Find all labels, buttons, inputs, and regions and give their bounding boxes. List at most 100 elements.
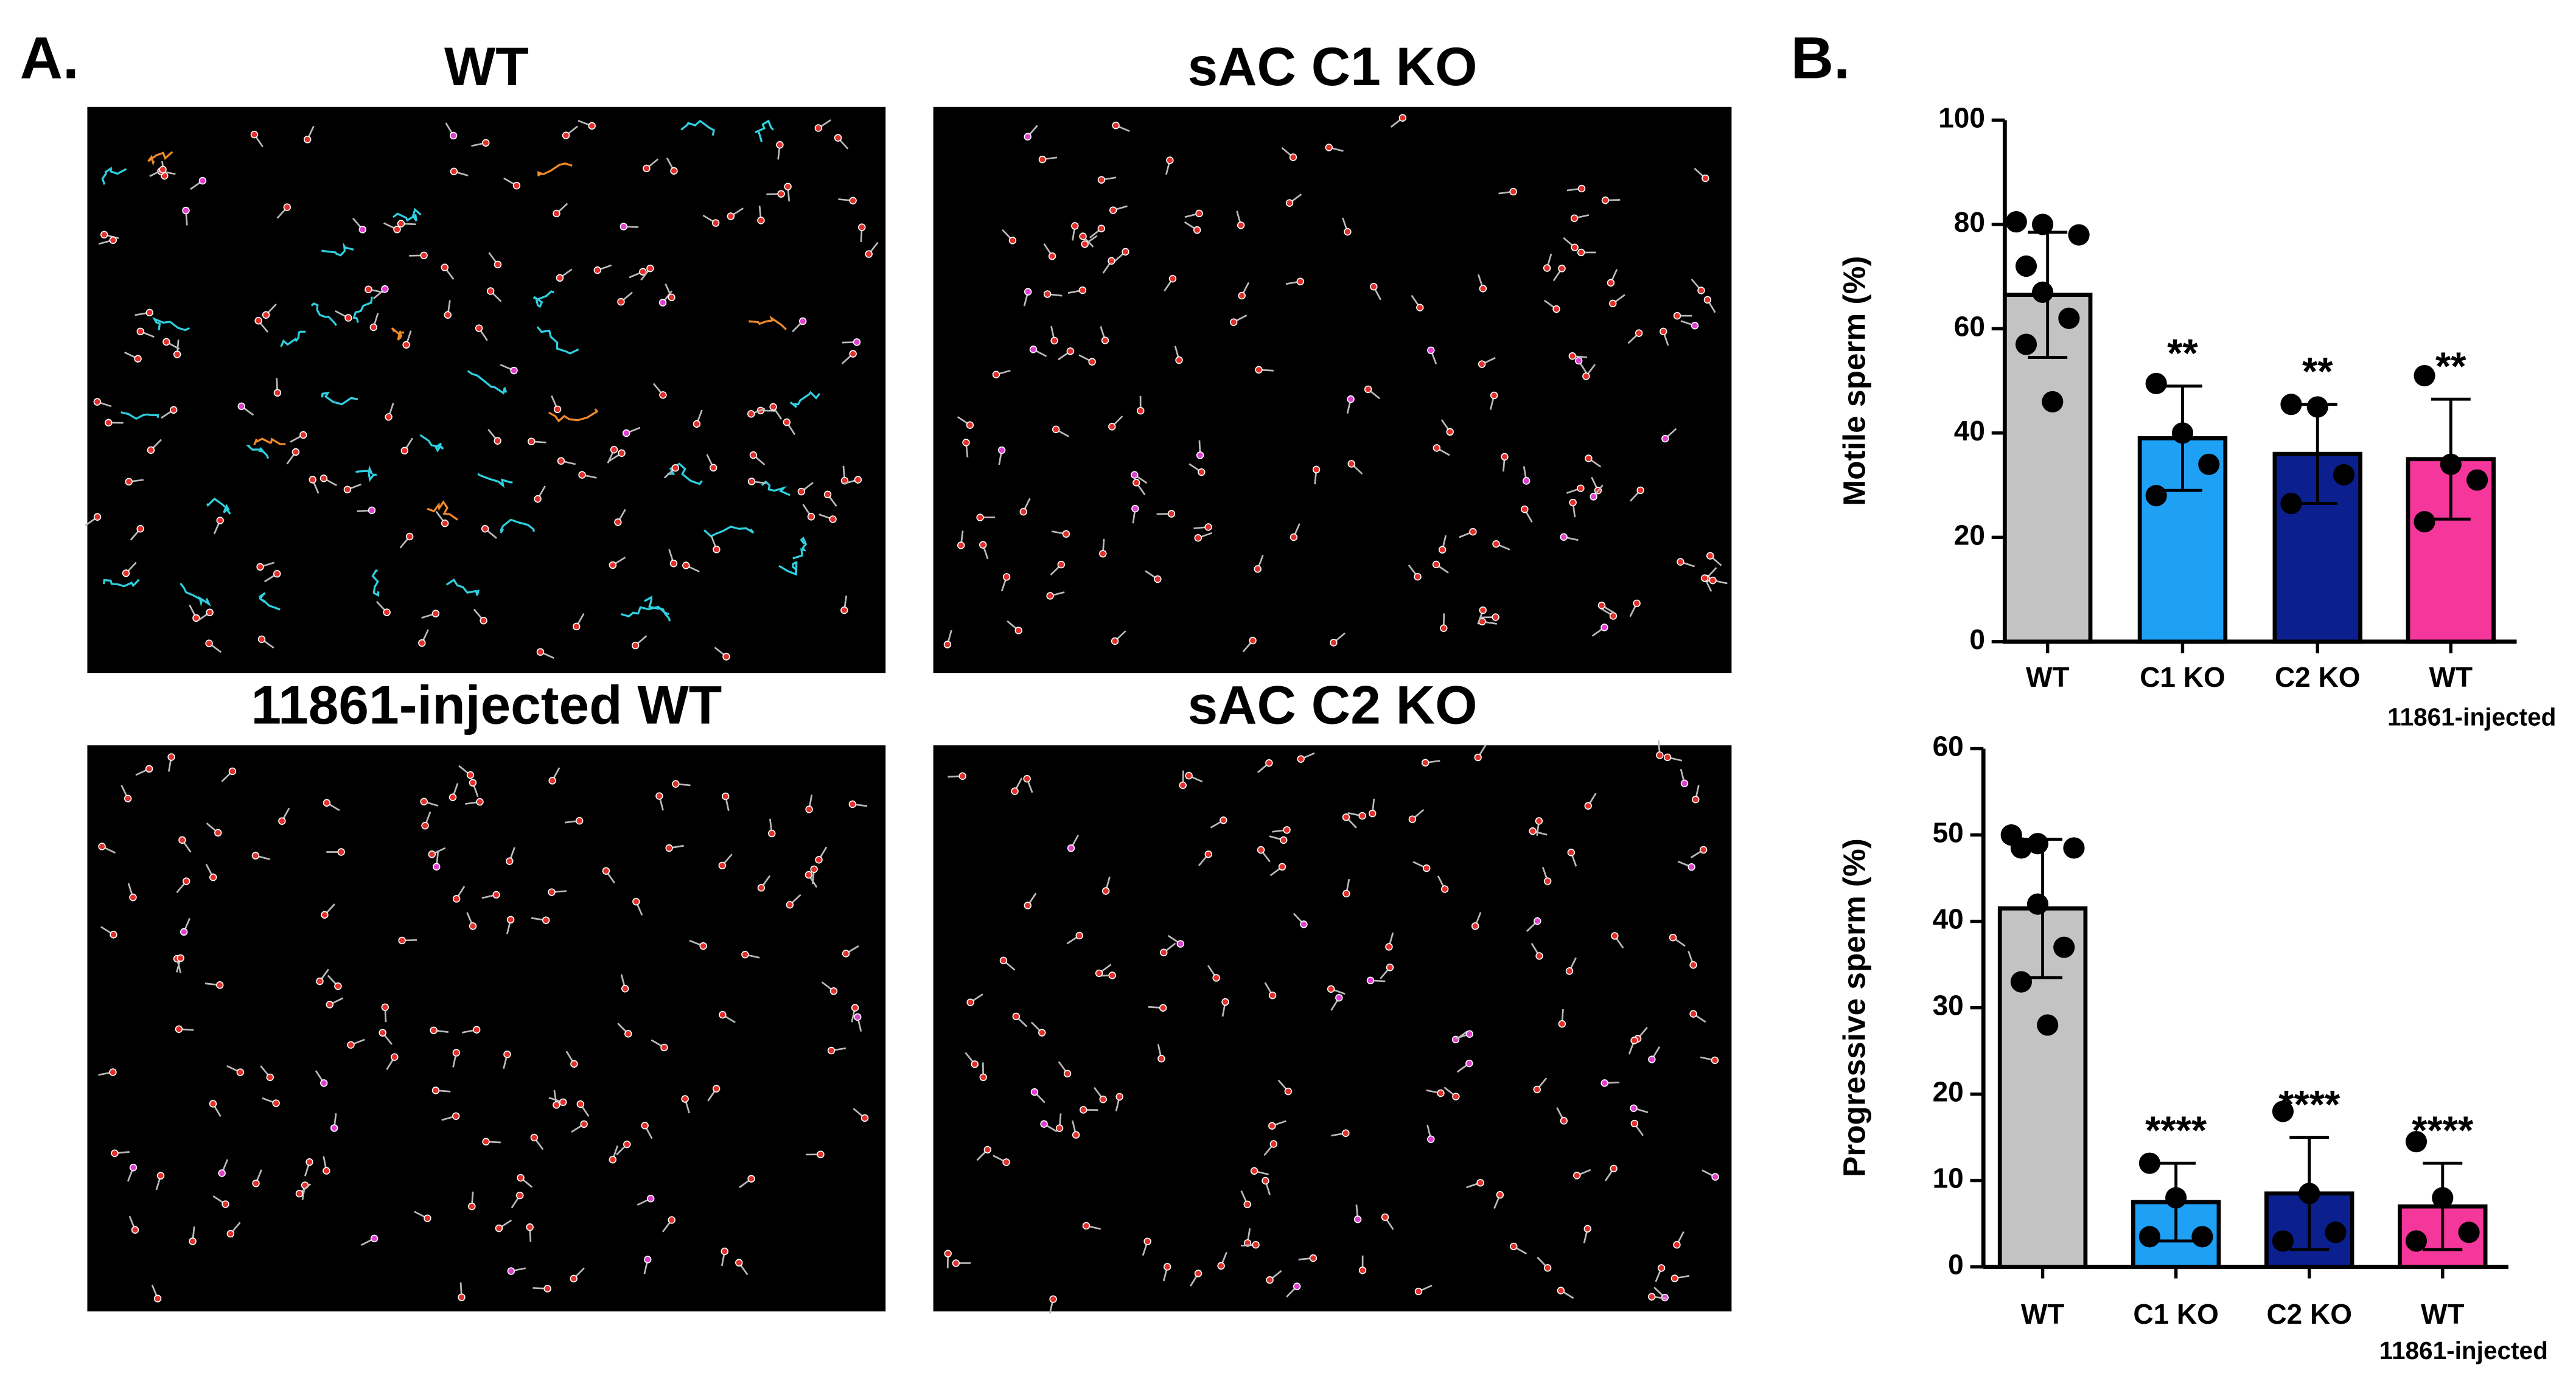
sperm-head: [1479, 285, 1487, 293]
sperm-head: [424, 1214, 431, 1222]
sperm-head: [358, 226, 367, 234]
sperm-head: [486, 287, 495, 295]
sperm-head: [397, 220, 405, 228]
sperm-head: [1610, 1164, 1618, 1173]
sperm-head: [1469, 527, 1477, 536]
sperm-head: [1689, 961, 1697, 969]
sperm-head: [1573, 1172, 1581, 1180]
sperm-head: [1176, 940, 1184, 948]
sperm-head: [105, 419, 113, 427]
sperm-head: [1221, 998, 1229, 1006]
sperm-head: [1471, 922, 1479, 930]
sperm-head: [1385, 943, 1393, 951]
sperm-head: [623, 1140, 631, 1149]
sperm-head: [398, 936, 406, 945]
sperm-head: [125, 478, 133, 486]
sperm-head: [829, 515, 837, 523]
sperm-head: [1465, 1030, 1474, 1038]
sperm-head: [512, 181, 521, 190]
sperm-head: [237, 402, 245, 411]
sperm-head: [1568, 352, 1577, 360]
sperm-head: [727, 212, 735, 220]
sperm-head: [1522, 477, 1531, 485]
sperm-head: [405, 532, 414, 541]
data-point: [2010, 837, 2032, 859]
micrograph: [933, 106, 1732, 673]
sperm-head: [672, 780, 680, 788]
sperm-head: [983, 1145, 991, 1154]
sperm-head: [1268, 1122, 1276, 1130]
sperm-head: [810, 865, 818, 874]
sperm-head: [205, 639, 213, 647]
sperm-head: [660, 1043, 668, 1052]
track: [548, 408, 599, 423]
sperm-head: [658, 299, 667, 307]
sperm-head: [1212, 974, 1220, 982]
sperm-head: [1440, 885, 1449, 893]
track: [393, 207, 422, 222]
sperm-head: [814, 124, 823, 132]
sperm-head: [1414, 572, 1422, 581]
data-point: [2053, 936, 2075, 958]
sperm-head: [1398, 114, 1407, 122]
sperm-head: [418, 639, 426, 647]
sperm-head: [1657, 1264, 1666, 1272]
y-tick-label: 100: [1938, 102, 1985, 134]
sperm-head: [162, 338, 170, 346]
sperm-head: [1342, 889, 1350, 898]
sperm-head: [668, 1216, 675, 1224]
sperm-head: [957, 541, 965, 549]
sperm-head: [542, 916, 550, 924]
data-point: [2440, 453, 2462, 475]
sperm-head: [449, 131, 458, 140]
sperm-head: [145, 765, 153, 773]
sperm-head: [1067, 844, 1075, 852]
y-tick-label: 50: [1933, 817, 1964, 849]
sperm-head: [1492, 540, 1500, 548]
sperm-head: [1108, 423, 1116, 431]
sperm-head: [562, 131, 570, 139]
sperm-head: [1024, 133, 1031, 141]
sperm-head: [944, 1250, 952, 1257]
sperm-head: [156, 1172, 165, 1180]
sperm-head: [943, 641, 952, 648]
sperm-head: [1370, 282, 1378, 291]
sperm-head: [1078, 286, 1087, 294]
sperm-head: [1175, 356, 1183, 364]
track: [680, 119, 715, 136]
sperm-head: [1079, 1106, 1087, 1114]
x-tick-label: C1 KO: [2140, 661, 2225, 693]
sperm-head: [1663, 753, 1672, 762]
x-tick-label: WT: [2429, 661, 2473, 693]
sperm-head: [1433, 444, 1441, 452]
sperm-head: [1669, 933, 1677, 942]
sperm-head: [827, 1046, 836, 1055]
sperm-head: [167, 753, 175, 761]
sperm-head: [1055, 1124, 1064, 1132]
sperm-head: [393, 225, 401, 234]
track: [371, 569, 380, 597]
sperm-head: [134, 355, 142, 363]
sperm-head: [369, 323, 377, 332]
sperm-head: [469, 779, 477, 787]
sperm-head: [858, 223, 866, 231]
track: [391, 327, 405, 341]
track: [427, 500, 458, 521]
sperm-head: [170, 406, 178, 414]
sperm-head: [966, 998, 974, 1006]
sperm-head: [365, 285, 372, 293]
data-point: [2333, 464, 2355, 486]
sperm-head: [506, 916, 515, 924]
sperm-head: [1269, 1140, 1278, 1148]
sperm-head: [609, 561, 617, 569]
sperm-head: [1023, 774, 1031, 783]
sperm-head: [768, 829, 776, 838]
sperm-head: [1533, 1085, 1541, 1094]
sperm-head: [1195, 209, 1203, 218]
y-tick-label: 60: [1954, 311, 1985, 342]
sperm-head: [1585, 454, 1593, 462]
sperm-head: [326, 1001, 333, 1009]
track: [477, 473, 513, 488]
sperm-head: [797, 487, 806, 496]
sperm-head: [681, 1095, 689, 1103]
